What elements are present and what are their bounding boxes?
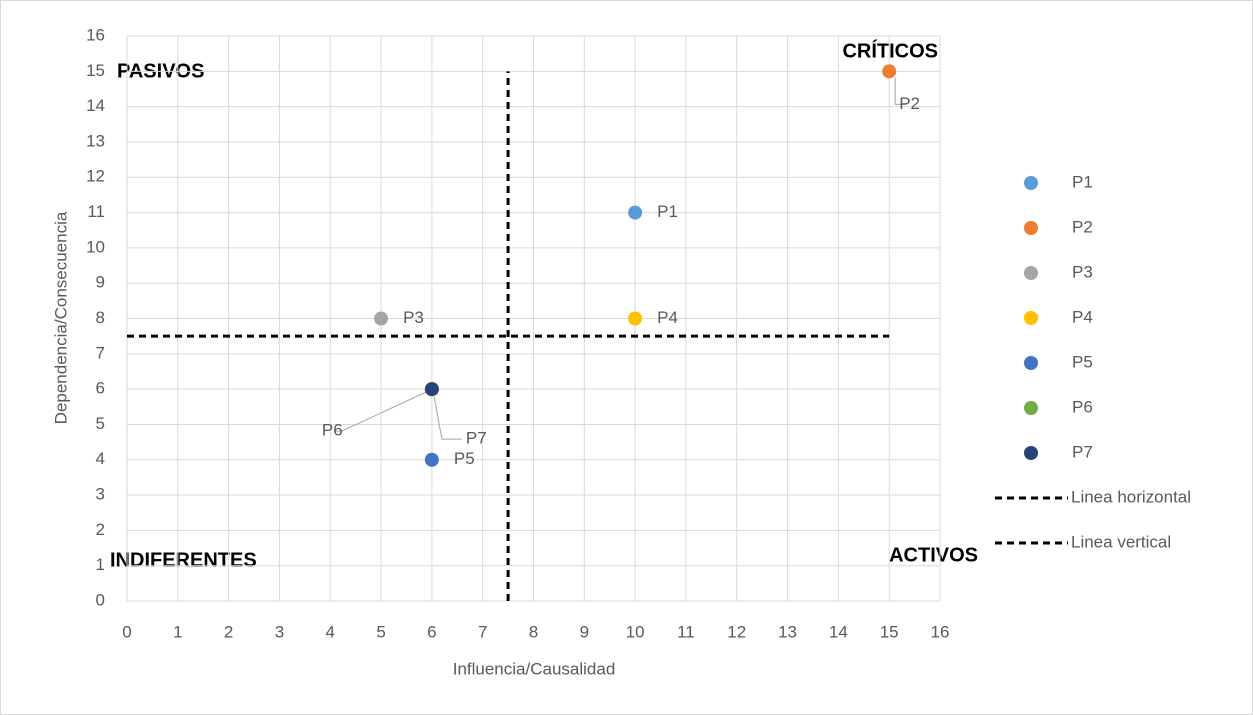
y-tick-label: 2 — [96, 520, 105, 539]
y-tick-label: 8 — [96, 308, 105, 327]
point — [882, 64, 897, 79]
leader-line — [894, 77, 907, 105]
x-tick-label: 5 — [376, 622, 385, 641]
legend-label: P2 — [1072, 217, 1093, 236]
annotation: ACTIVOS — [889, 544, 978, 566]
y-tick-label: 5 — [96, 414, 105, 433]
y-tick-label: 16 — [86, 25, 105, 44]
x-tick-label: 4 — [326, 622, 335, 641]
legend-marker — [1024, 446, 1038, 460]
data-label: P7 — [466, 429, 487, 448]
y-tick-label: 13 — [86, 131, 105, 150]
y-tick-label: 7 — [96, 343, 105, 362]
data-label: P4 — [657, 308, 678, 327]
y-tick-label: 1 — [96, 555, 105, 574]
x-tick-label: 10 — [626, 622, 645, 641]
y-tick-label: 10 — [86, 237, 105, 256]
point — [628, 205, 643, 220]
x-tick-label: 7 — [478, 622, 487, 641]
y-tick-label: 12 — [86, 167, 105, 186]
y-axis-label: Dependencia/Consecuencia — [51, 211, 70, 424]
legend-label: Linea horizontal — [1071, 487, 1191, 506]
x-tick-label: 15 — [880, 622, 899, 641]
y-tick-label: 0 — [96, 590, 105, 609]
legend-label: P6 — [1072, 397, 1093, 416]
x-tick-label: 1 — [173, 622, 182, 641]
x-axis-label: Influencia/Causalidad — [453, 659, 616, 678]
data-label: P5 — [454, 449, 475, 468]
legend-label: P4 — [1072, 307, 1093, 326]
legend-marker — [1024, 401, 1038, 415]
point — [628, 311, 643, 326]
legend-marker — [1024, 221, 1038, 235]
point — [424, 452, 439, 467]
annotation: CRÍTICOS — [842, 39, 938, 62]
legend-marker — [1024, 356, 1038, 370]
legend-label: P3 — [1072, 262, 1093, 281]
data-label: P6 — [322, 421, 343, 440]
legend-label: P7 — [1072, 442, 1093, 461]
x-tick-label: 2 — [224, 622, 233, 641]
x-tick-label: 14 — [829, 622, 848, 641]
y-tick-label: 3 — [96, 485, 105, 504]
y-tick-label: 9 — [96, 273, 105, 292]
legend-marker — [1024, 176, 1038, 190]
legend-marker — [1024, 311, 1038, 325]
y-tick-label: 6 — [96, 379, 105, 398]
legend-label: Linea vertical — [1071, 532, 1171, 551]
data-label: P3 — [403, 308, 424, 327]
y-tick-label: 11 — [87, 202, 105, 221]
point — [424, 382, 439, 397]
x-tick-label: 12 — [727, 622, 746, 641]
x-tick-label: 3 — [275, 622, 284, 641]
x-tick-label: 11 — [677, 622, 695, 641]
x-tick-label: 0 — [122, 622, 131, 641]
x-tick-label: 8 — [529, 622, 538, 641]
annotation: INDIFERENTES — [110, 549, 257, 571]
x-tick-label: 6 — [427, 622, 436, 641]
y-tick-label: 15 — [86, 61, 105, 80]
leader-line — [433, 395, 462, 440]
data-label: P1 — [657, 202, 678, 221]
x-tick-label: 16 — [931, 622, 950, 641]
data-label: P2 — [899, 94, 920, 113]
y-tick-label: 14 — [86, 96, 105, 115]
y-tick-label: 4 — [96, 449, 105, 468]
x-tick-label: 9 — [580, 622, 589, 641]
legend-label: P5 — [1072, 352, 1093, 371]
legend-label: P1 — [1072, 172, 1093, 191]
legend-marker — [1024, 266, 1038, 280]
leader-line — [333, 391, 427, 432]
point — [374, 311, 389, 326]
x-tick-label: 13 — [778, 622, 797, 641]
